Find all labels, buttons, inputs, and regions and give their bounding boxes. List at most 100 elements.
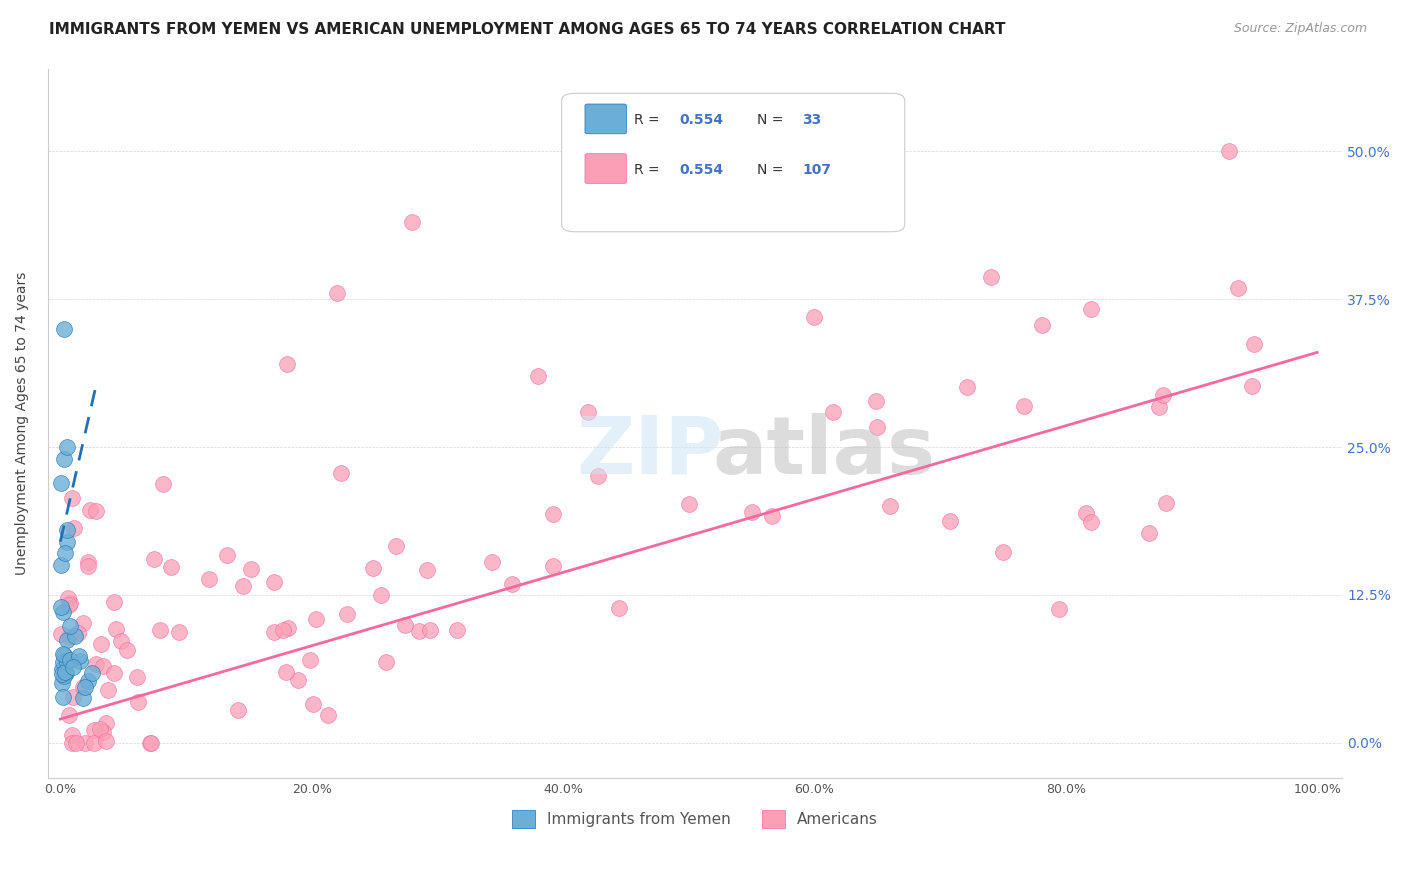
Text: 107: 107 (803, 163, 831, 177)
Point (89, 723, 111, 737)
Point (67, 648, 90, 663)
Text: IMMIGRANTS FROM YEMEN VS AMERICAN UNEMPLOYMENT AMONG AGES 65 TO 74 YEARS CORRELA: IMMIGRANTS FROM YEMEN VS AMERICAN UNEMPL… (49, 22, 1005, 37)
Point (53, 669, 76, 683)
Point (152, 476, 174, 491)
Point (49, 599, 72, 614)
Point (1031, 318, 1053, 333)
Point (142, 552, 165, 566)
Point (127, 694, 149, 708)
Point (75, 680, 97, 694)
Point (80, 665, 103, 680)
Point (273, 623, 295, 637)
Point (446, 623, 468, 637)
Point (56, 523, 79, 537)
Point (55, 440, 77, 454)
Point (370, 588, 392, 602)
Point (97, 683, 120, 698)
Point (96, 734, 118, 748)
Point (803, 310, 825, 324)
Point (52, 655, 75, 669)
Point (361, 561, 384, 575)
Point (415, 563, 437, 577)
Point (86, 657, 108, 672)
Point (60, 491, 83, 505)
Text: 0.554: 0.554 (679, 163, 724, 177)
Point (586, 469, 609, 483)
Point (55, 654, 77, 668)
Point (103, 594, 125, 608)
Point (1156, 496, 1178, 510)
Point (56, 591, 79, 606)
Point (90, 637, 112, 651)
Point (276, 357, 298, 371)
Point (1047, 602, 1070, 616)
Point (52, 648, 75, 662)
Point (91, 725, 114, 739)
Point (52, 647, 75, 661)
Point (330, 467, 353, 481)
Point (125, 670, 148, 684)
Point (481, 555, 503, 569)
Point (527, 369, 550, 384)
Point (58, 630, 80, 644)
Y-axis label: Unemployment Among Ages 65 to 74 years: Unemployment Among Ages 65 to 74 years (15, 272, 30, 575)
Point (326, 286, 349, 301)
Point (110, 634, 132, 648)
Point (576, 404, 599, 418)
Point (94, 716, 117, 731)
Point (51, 475, 73, 490)
FancyBboxPatch shape (585, 104, 627, 134)
Text: R =: R = (634, 112, 664, 127)
Point (59, 653, 82, 667)
Point (991, 545, 1014, 559)
Point (69, 654, 91, 668)
Point (1147, 400, 1170, 414)
Point (865, 393, 887, 408)
Point (543, 559, 565, 574)
Point (65, 736, 87, 750)
Point (1243, 336, 1265, 351)
Point (1218, 145, 1240, 159)
Text: atlas: atlas (713, 413, 936, 491)
Point (866, 420, 889, 434)
Point (287, 673, 309, 687)
Point (76, 555, 98, 569)
Point (58, 598, 80, 612)
Point (139, 736, 162, 750)
Point (298, 653, 321, 667)
Point (277, 621, 299, 635)
Point (240, 562, 263, 576)
Point (408, 624, 430, 638)
Point (51, 558, 73, 573)
Point (93, 658, 115, 673)
Point (115, 643, 138, 657)
Point (52, 690, 75, 705)
Point (49, 627, 72, 641)
Text: N =: N = (758, 112, 787, 127)
Point (263, 624, 285, 639)
Point (72, 680, 94, 694)
Point (79, 503, 101, 517)
Point (678, 497, 700, 511)
Point (1080, 302, 1102, 317)
Text: 0.554: 0.554 (679, 112, 724, 127)
Point (1012, 399, 1035, 413)
Point (59, 596, 82, 610)
Point (1137, 526, 1160, 541)
Point (72, 690, 94, 705)
Text: 33: 33 (803, 112, 821, 127)
Point (980, 270, 1002, 285)
Point (53, 451, 76, 466)
Point (1241, 378, 1264, 392)
Point (62, 690, 84, 704)
Point (72, 615, 94, 630)
Point (53, 546, 76, 560)
Text: R =: R = (634, 163, 664, 177)
Point (501, 577, 523, 591)
Point (167, 624, 190, 639)
Point (62, 660, 84, 674)
Point (305, 612, 328, 626)
Point (59, 618, 82, 632)
Point (336, 607, 359, 621)
Point (104, 622, 127, 636)
